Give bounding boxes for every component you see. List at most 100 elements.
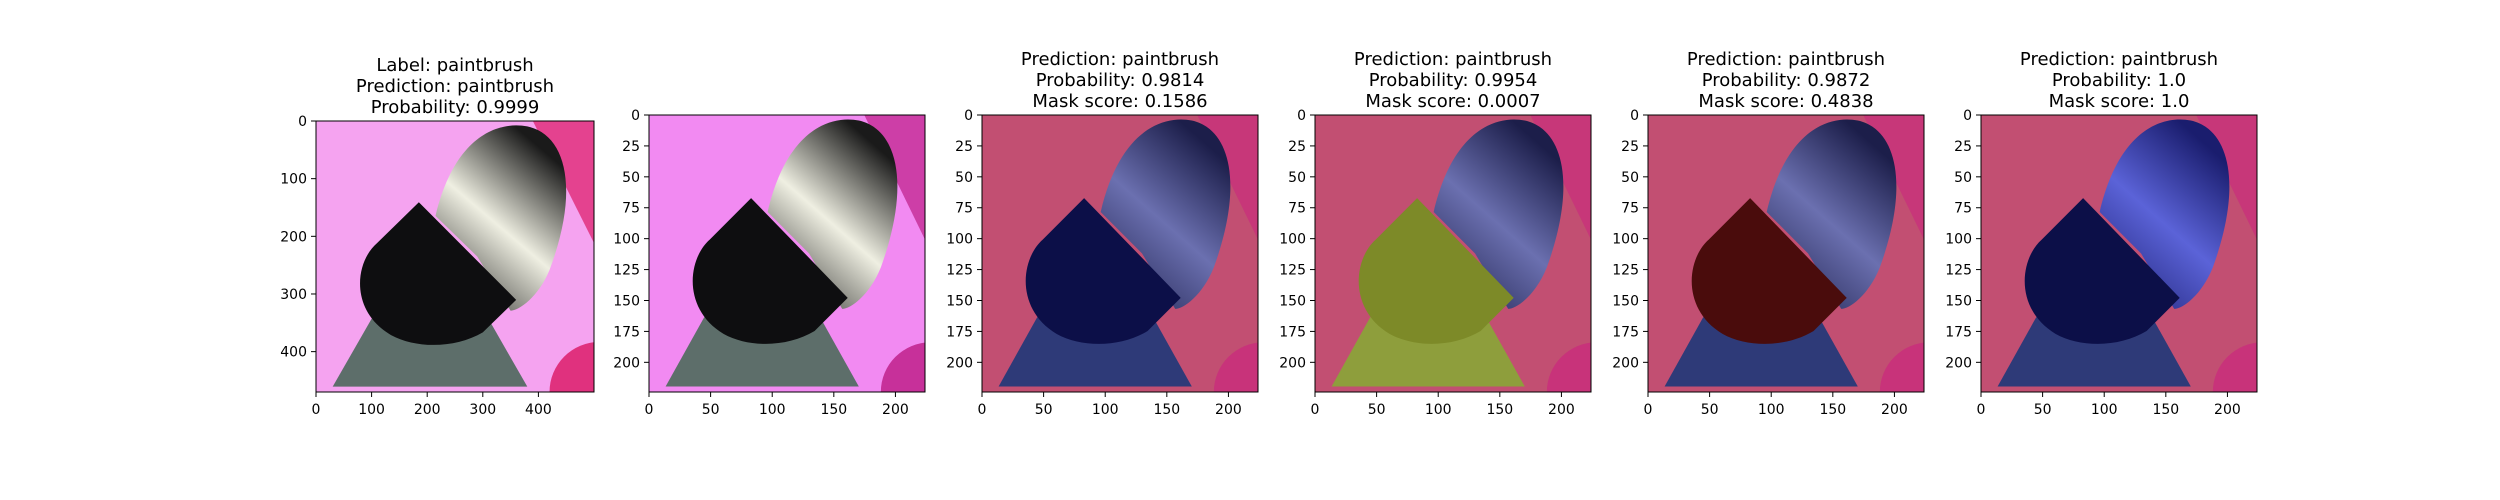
y-tick-label: 25	[1954, 139, 1972, 155]
y-tick-label: 200	[1279, 355, 1306, 371]
y-tick-label: 100	[946, 232, 973, 248]
y-tick-label: 200	[946, 355, 973, 371]
x-tick-label: 100	[1092, 402, 1119, 418]
y-tick-label: 100	[280, 172, 307, 188]
y-tick-label: 300	[280, 287, 307, 303]
subplot-title-line: Probability: 0.9954	[1369, 70, 1538, 91]
y-tick-label: 150	[1945, 293, 1972, 309]
y-tick-label: 150	[946, 293, 973, 309]
x-tick-label: 100	[2091, 402, 2118, 418]
y-tick-label: 200	[1612, 355, 1639, 371]
x-tick-label: 150	[820, 402, 847, 418]
y-tick-label: 50	[622, 170, 640, 186]
handle	[360, 202, 517, 345]
subplot-title-line: Label: paintbrush	[376, 55, 533, 76]
y-tick-label: 100	[613, 232, 640, 248]
y-tick-label: 0	[298, 114, 307, 130]
y-tick-label: 100	[1612, 232, 1639, 248]
y-tick-label: 75	[1621, 201, 1639, 217]
y-tick-label: 150	[1612, 293, 1639, 309]
y-tick-label: 175	[1612, 324, 1639, 340]
y-tick-label: 100	[1279, 232, 1306, 248]
subplot-title-line: Mask score: 0.4838	[1698, 91, 1873, 112]
y-tick-label: 50	[1288, 170, 1306, 186]
image-area	[649, 115, 925, 392]
subplot-2: 0 50 100 150 200 0 25 50 75 100 125 150 175 200	[613, 108, 926, 418]
subplot-title-line: Probability: 0.9999	[371, 97, 540, 118]
bristles	[2099, 119, 2230, 309]
x-tick-label: 200	[1548, 402, 1575, 418]
subplot-4: 0 50 100 150 200 0 25 50 75 100 125 150 175 200 Predic…	[1279, 49, 1592, 418]
y-tick-label: 50	[955, 170, 973, 186]
subplot-title-line: Prediction: paintbrush	[356, 76, 554, 97]
ferrule	[998, 317, 1192, 387]
panels: 0 100 200 300 400 0 100 200 300 400 Label: paintbr…	[280, 49, 2258, 418]
subplot-title-line: Prediction: paintbrush	[1021, 49, 1219, 70]
y-tick-label: 75	[1288, 201, 1306, 217]
x-tick-label: 0	[1977, 402, 1986, 418]
y-tick-label: 175	[613, 324, 640, 340]
y-tick-label: 25	[622, 139, 640, 155]
bristles	[435, 125, 567, 311]
x-tick-label: 200	[1881, 402, 1908, 418]
y-tick-label: 200	[1945, 355, 1972, 371]
y-tick-label: 25	[955, 139, 973, 155]
x-tick-label: 150	[1819, 402, 1846, 418]
y-tick-label: 0	[1963, 108, 1972, 124]
y-tick-label: 400	[280, 345, 307, 361]
x-tick-label: 400	[525, 402, 552, 418]
x-tick-label: 150	[2152, 402, 2179, 418]
image-corner-blob	[880, 342, 925, 392]
subplot-title-line: Mask score: 0.1586	[1032, 91, 1207, 112]
x-tick-label: 200	[882, 402, 909, 418]
subplot-1: 0 100 200 300 400 0 100 200 300 400 Label: paintbr…	[280, 55, 595, 418]
x-tick-label: 0	[645, 402, 654, 418]
x-tick-label: 50	[1035, 402, 1053, 418]
y-tick-label: 100	[1945, 232, 1972, 248]
handle	[692, 198, 848, 344]
y-tick-label: 125	[1945, 263, 1972, 279]
y-tick-label: 200	[613, 355, 640, 371]
subplot-6: 0 50 100 150 200 0 25 50 75 100 125 150 175 200 Predic…	[1945, 49, 2258, 418]
ferrule	[1331, 317, 1525, 387]
subplot-title-line: Mask score: 0.0007	[1365, 91, 1540, 112]
image-area	[1315, 115, 1591, 392]
y-tick-label: 0	[964, 108, 973, 124]
x-tick-label: 100	[759, 402, 786, 418]
x-tick-label: 50	[702, 402, 720, 418]
y-tick-label: 25	[1621, 139, 1639, 155]
y-tick-label: 125	[613, 263, 640, 279]
x-tick-label: 100	[358, 402, 385, 418]
y-tick-label: 0	[1630, 108, 1639, 124]
subplot-title-line: Prediction: paintbrush	[1354, 49, 1552, 70]
y-tick-label: 200	[280, 229, 307, 245]
x-tick-label: 150	[1486, 402, 1513, 418]
ferrule	[1664, 317, 1858, 387]
image-corner-blob	[1546, 342, 1591, 392]
y-tick-label: 25	[1288, 139, 1306, 155]
y-tick-label: 0	[1297, 108, 1306, 124]
axes-frame	[315, 120, 595, 393]
x-tick-label: 300	[469, 402, 496, 418]
image-area	[1981, 115, 2257, 392]
image-area	[982, 115, 1258, 392]
x-tick-label: 0	[1644, 402, 1653, 418]
x-tick-label: 0	[312, 402, 321, 418]
axes-frame	[981, 114, 1259, 393]
y-tick-label: 75	[622, 201, 640, 217]
y-tick-label: 75	[955, 201, 973, 217]
image-area	[316, 121, 594, 392]
y-tick-label: 175	[1279, 324, 1306, 340]
y-tick-label: 125	[1279, 263, 1306, 279]
x-tick-label: 200	[1215, 402, 1242, 418]
axes-frame	[1980, 114, 2258, 393]
subplot-3: 0 50 100 150 200 0 25 50 75 100 125 150 175 200 Predic…	[946, 49, 1259, 418]
bristles	[1100, 119, 1231, 309]
axes-frame	[1314, 114, 1592, 393]
handle	[1358, 198, 1514, 344]
image-corner-blob	[1879, 342, 1924, 392]
y-tick-label: 175	[1945, 324, 1972, 340]
axes-frame	[1647, 114, 1925, 393]
subplot-title-line: Mask score: 1.0	[2049, 91, 2190, 112]
